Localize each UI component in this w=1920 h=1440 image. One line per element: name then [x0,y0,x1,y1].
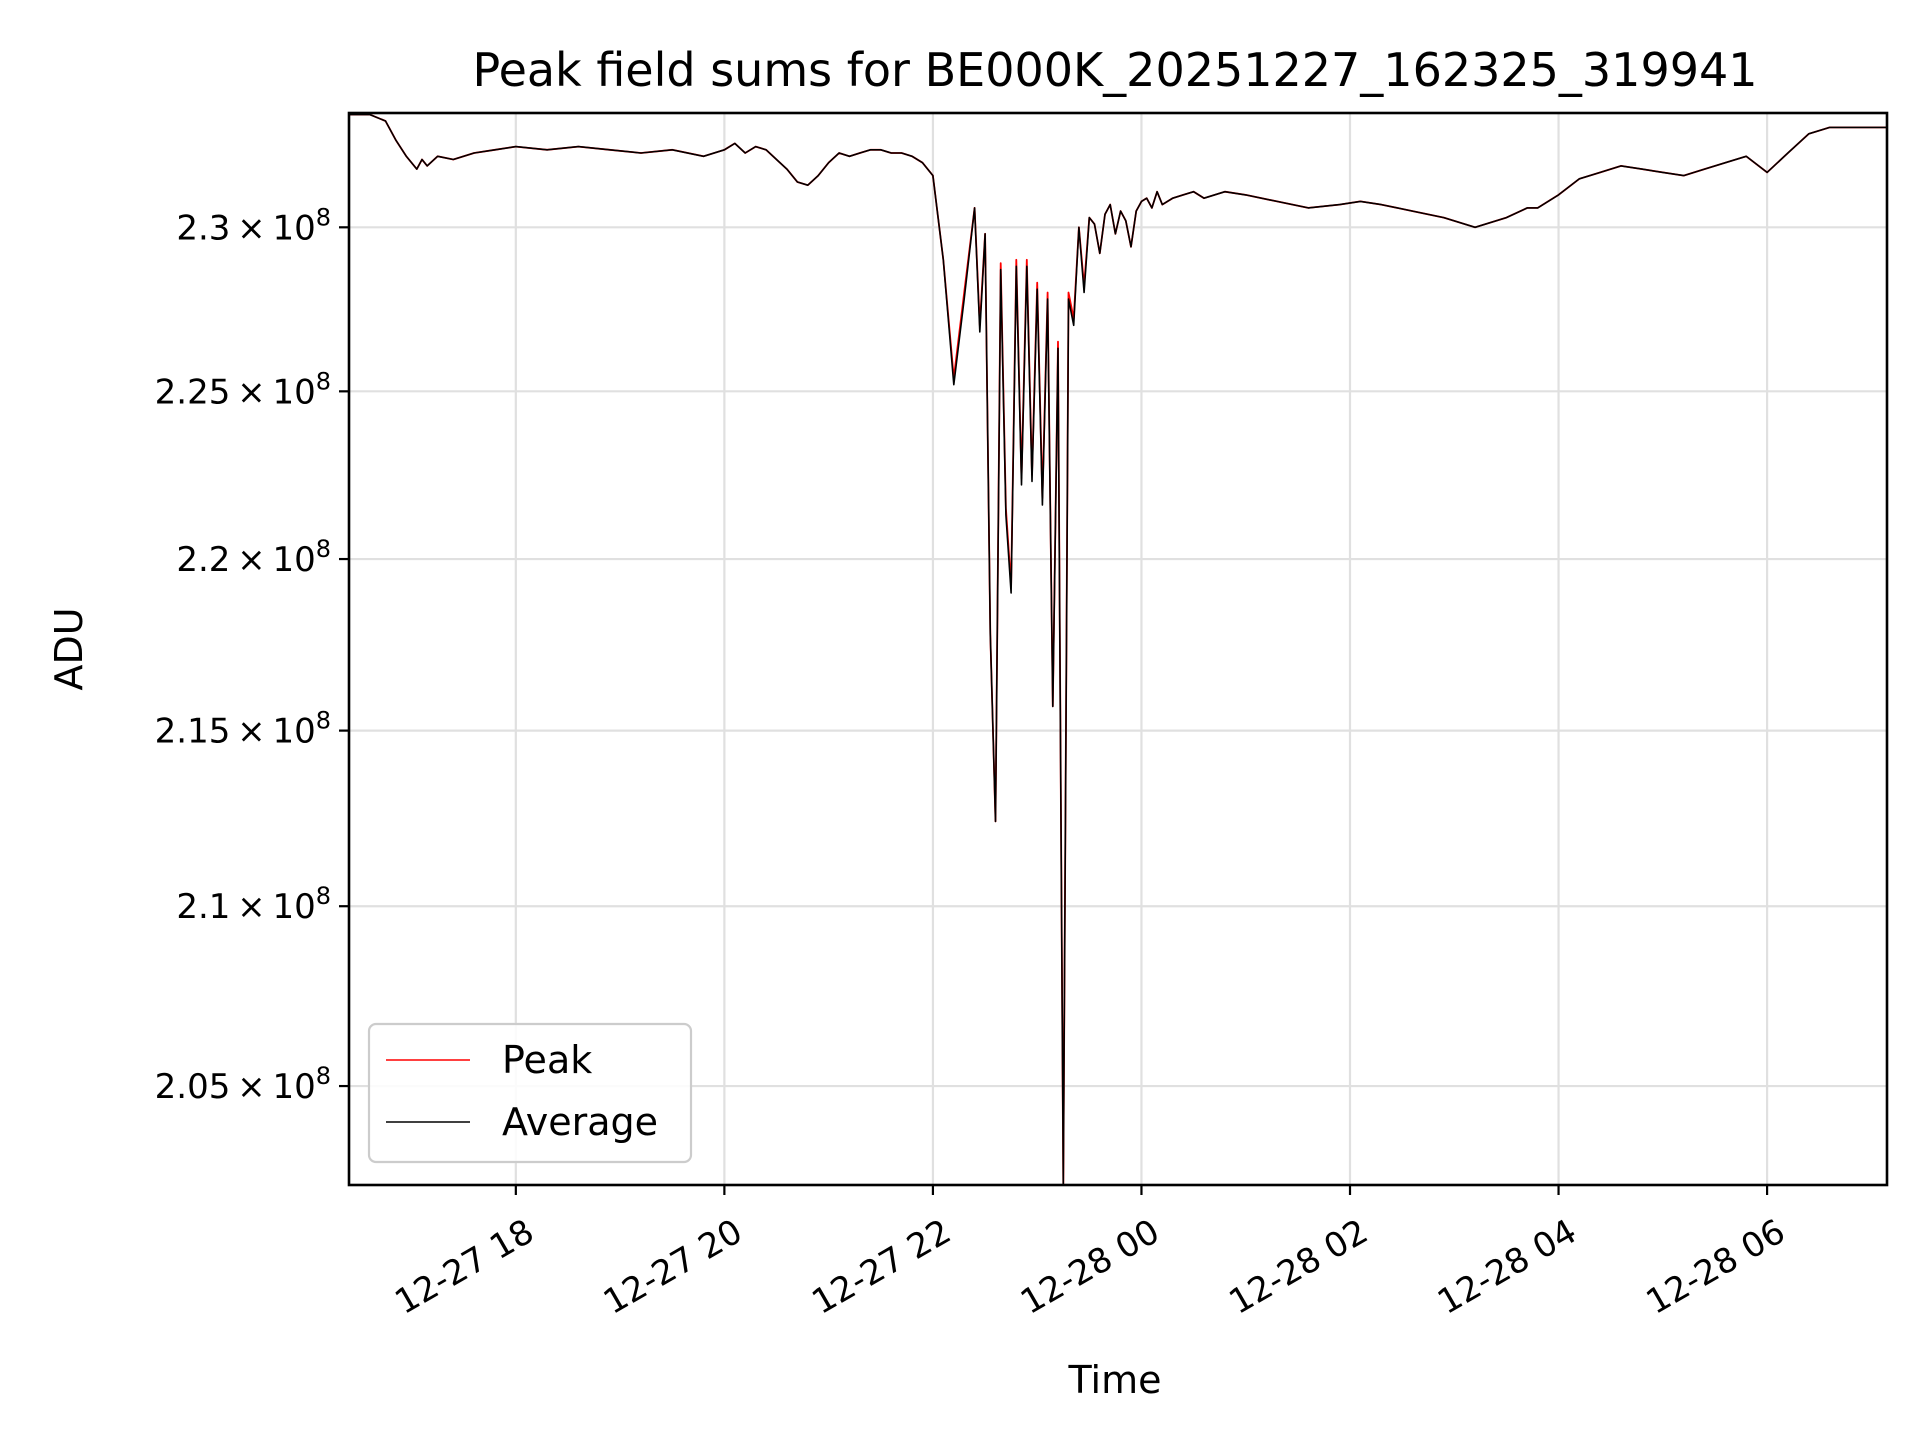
chart-title: Peak field sums for BE000K_20251227_1623… [472,43,1757,97]
x-axis-title: Time [1068,1358,1162,1402]
y-tick-label: 2.2 × 108 [176,535,331,580]
series-line-average [349,113,1887,1186]
y-tick-label: 2.1 × 108 [176,882,331,927]
legend: Peak Average [367,1022,693,1164]
legend-label-average: Average [502,1100,658,1144]
series-layer [349,113,1887,1186]
grid-layer [349,113,1887,1185]
y-tick-label: 2.15 × 108 [155,707,331,752]
y-axis-ticks: 2.05 × 108 2.1 × 108 2.15 × 108 2.2 × 108 2.… [155,203,349,1107]
plot-area-frame [347,111,1889,1187]
y-tick-label: 2.25 × 108 [155,367,331,412]
y-axis-title: ADU [47,607,91,690]
y-tick-label: 2.05 × 108 [155,1062,331,1107]
y-tick-label: 2.3 × 108 [176,203,331,248]
legend-label-peak: Peak [502,1038,592,1082]
legend-box [367,1022,693,1164]
